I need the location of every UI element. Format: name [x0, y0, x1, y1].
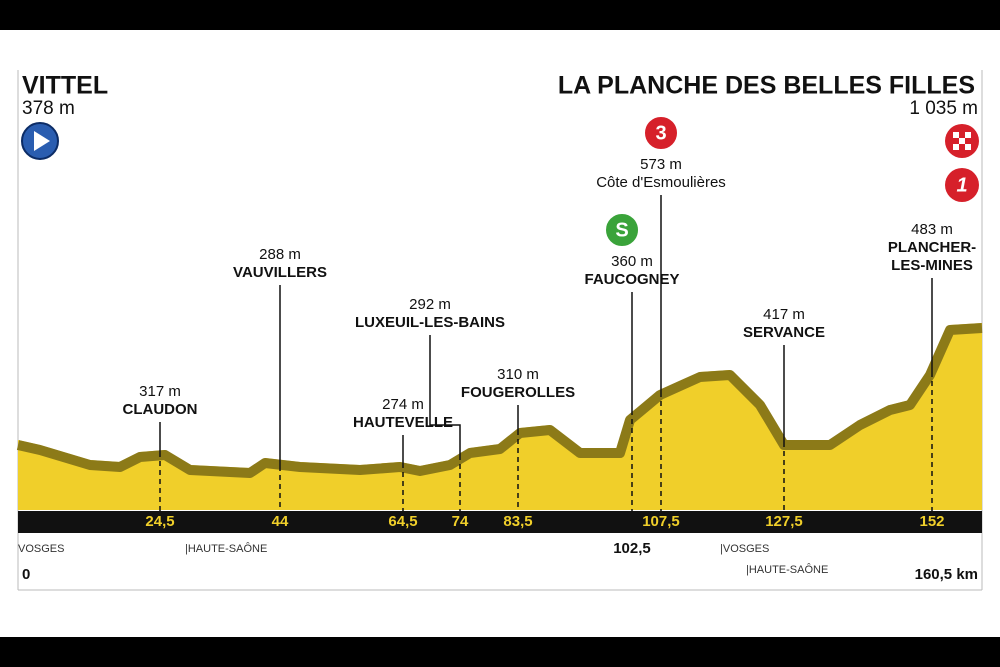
finish-flag — [953, 132, 971, 150]
waypoint-name: FOUGEROLLES — [461, 384, 575, 401]
waypoint-badge: S — [615, 219, 628, 241]
waypoint-name: LUXEUIL-LES-BAINS — [355, 314, 505, 331]
region: |VOSGES — [720, 543, 769, 555]
waypoint-name: Côte d'Esmoulières — [596, 174, 726, 191]
finish-altitude: 1 035 m — [909, 98, 978, 119]
waypoint-altitude: 483 m — [911, 221, 953, 238]
waypoint-badge: 3 — [655, 122, 666, 144]
waypoint-name: HAUTEVELLE — [353, 414, 453, 431]
start-icon-arrow — [34, 131, 50, 151]
waypoint-km: 102,5 — [613, 540, 651, 557]
waypoint-km: 44 — [272, 513, 289, 530]
waypoint-km: 74 — [452, 513, 469, 530]
bottom-band — [0, 637, 1000, 667]
waypoint-line — [429, 335, 461, 455]
start-name: VITTEL — [22, 72, 108, 100]
waypoint-km: 83,5 — [503, 513, 532, 530]
waypoint-name: PLANCHER- — [888, 239, 976, 256]
waypoint-altitude: 310 m — [497, 366, 539, 383]
region: |HAUTE-SAÔNE — [746, 563, 828, 576]
waypoint-altitude: 573 m — [640, 156, 682, 173]
waypoint-km: 152 — [919, 513, 944, 530]
waypoint-km: 107,5 — [642, 513, 680, 530]
region: |HAUTE-SAÔNE — [185, 542, 267, 555]
finish-badge-circle — [945, 168, 979, 202]
profile-edge — [16, 323, 983, 478]
start-altitude: 378 m — [22, 98, 75, 119]
waypoint-name: LES-MINES — [891, 257, 973, 274]
waypoint-altitude: 288 m — [259, 246, 301, 263]
waypoint-badge-circle — [643, 115, 679, 151]
waypoint-altitude: 360 m — [611, 253, 653, 270]
finish-name: LA PLANCHE DES BELLES FILLES — [558, 72, 975, 100]
start-km: 0 — [22, 566, 30, 583]
waypoint-badge-circle — [604, 212, 640, 248]
waypoint-altitude: 317 m — [139, 383, 181, 400]
waypoint-altitude: 274 m — [382, 396, 424, 413]
waypoint-km: 127,5 — [765, 513, 803, 530]
waypoint-name: CLAUDON — [123, 401, 198, 418]
waypoint-name: SERVANCE — [743, 324, 825, 341]
waypoint-km: 64,5 — [388, 513, 417, 530]
finish-badge: 1 — [956, 174, 967, 196]
distance-bar — [18, 511, 982, 533]
waypoint-km: 24,5 — [145, 513, 174, 530]
waypoint-name: FAUCOGNEY — [584, 271, 679, 288]
waypoint-altitude: 292 m — [409, 296, 451, 313]
finish-km: 160,5 km — [915, 566, 978, 583]
region: VOSGES — [18, 543, 64, 555]
waypoint-name: VAUVILLERS — [233, 264, 327, 281]
top-band — [0, 0, 1000, 30]
waypoint-altitude: 417 m — [763, 306, 805, 323]
